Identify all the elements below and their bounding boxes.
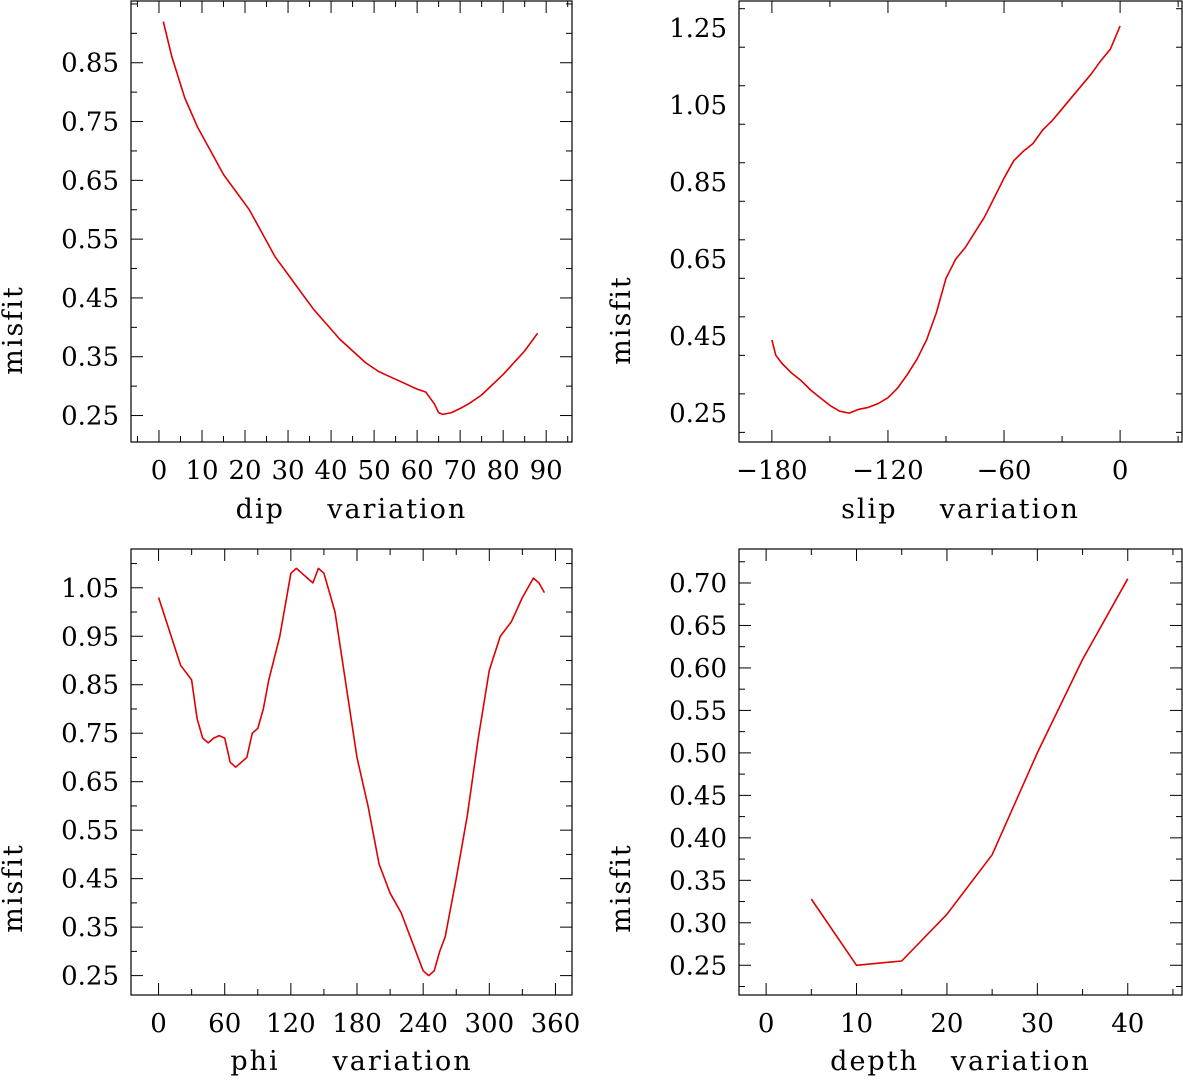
phi-ytick-label: 0.75 xyxy=(61,719,119,749)
dip-xtick-label: 80 xyxy=(487,456,520,486)
depth-xtick-label: 30 xyxy=(1021,1009,1054,1039)
phi-xtick-label: 0 xyxy=(150,1009,167,1039)
dip-ytick-label: 0.65 xyxy=(61,166,119,196)
dip-xtick-label: 20 xyxy=(228,456,261,486)
dip-xtick-label: 30 xyxy=(271,456,304,486)
slip-xtick-label: −60 xyxy=(977,456,1032,486)
panel-dip: 0 10 20 30 40 50 60 70 80 90 0.25 0.35 0.45 0.55 0.65 0… xyxy=(0,0,573,525)
dip-plot-frame xyxy=(130,0,573,443)
depth-misfit-line xyxy=(810,578,1129,967)
slip-plot-frame xyxy=(738,0,1183,443)
depth-plot-frame xyxy=(738,548,1183,996)
depth-ytick-label: 0.50 xyxy=(669,739,727,769)
dip-ytick-label: 0.25 xyxy=(61,402,119,432)
panel-depth: 0 10 20 30 40 0.25 0.30 0.35 0.40 0.45 0.50 0.55 0.6… xyxy=(606,548,1183,1077)
phi-xtick-label: 180 xyxy=(332,1009,382,1039)
dip-ytick-label: 0.75 xyxy=(61,108,119,138)
slip-misfit-line xyxy=(771,25,1121,414)
dip-ytick-label: 0.35 xyxy=(61,343,119,373)
slip-ytick-label: 0.65 xyxy=(669,245,727,275)
phi-xtick-label: 60 xyxy=(208,1009,241,1039)
depth-ytick-label: 0.70 xyxy=(669,569,727,599)
phi-ytick-label: 0.55 xyxy=(61,816,119,846)
phi-misfit-line xyxy=(157,567,546,977)
slip-ytick-label: 1.25 xyxy=(669,14,727,44)
phi-xtick-label: 240 xyxy=(398,1009,448,1039)
depth-ytick-label: 0.40 xyxy=(669,824,727,854)
phi-ytick-label: 0.25 xyxy=(61,962,119,992)
dip-xtick-label: 50 xyxy=(358,456,391,486)
dip-xtick-label: 90 xyxy=(530,456,563,486)
slip-yaxis-title: misfit xyxy=(606,275,637,365)
dip-xtick-label: 0 xyxy=(151,456,168,486)
depth-ytick-label: 0.30 xyxy=(669,909,727,939)
depth-xtick-label: 0 xyxy=(758,1009,775,1039)
depth-xtick-label: 40 xyxy=(1111,1009,1144,1039)
phi-plot-frame xyxy=(130,548,573,996)
slip-ytick-label: 0.45 xyxy=(669,322,727,352)
depth-xtick-label: 20 xyxy=(930,1009,963,1039)
depth-yaxis-title: misfit xyxy=(606,843,637,933)
phi-xtick-label: 360 xyxy=(531,1009,581,1039)
phi-ytick-label: 1.05 xyxy=(61,574,119,604)
phi-ytick-label: 0.35 xyxy=(61,913,119,943)
dip-xtick-label: 60 xyxy=(401,456,434,486)
depth-ytick-label: 0.55 xyxy=(669,696,727,726)
slip-ytick-label: 0.85 xyxy=(669,168,727,198)
dip-ytick-label: 0.85 xyxy=(61,49,119,79)
phi-ytick-label: 0.85 xyxy=(61,671,119,701)
phi-xtick-label: 120 xyxy=(266,1009,316,1039)
dip-xaxis-title: dip variation xyxy=(236,494,468,525)
slip-ytick-label: 0.25 xyxy=(669,399,727,429)
panel-phi: 0 60 120 180 240 300 360 0.25 0.35 0.45 0.55 0.65 0.… xyxy=(0,548,581,1077)
dip-xtick-label: 40 xyxy=(315,456,348,486)
depth-xaxis-title: depth variation xyxy=(830,1046,1091,1077)
slip-xtick-label: 0 xyxy=(1112,456,1129,486)
dip-yaxis-title: misfit xyxy=(0,285,29,375)
dip-ytick-label: 0.55 xyxy=(61,225,119,255)
slip-ytick-label: 1.05 xyxy=(669,91,727,121)
dip-xtick-label: 70 xyxy=(444,456,477,486)
slip-xaxis-title: slip variation xyxy=(841,494,1080,525)
depth-ytick-label: 0.25 xyxy=(669,951,727,981)
depth-ytick-label: 0.60 xyxy=(669,654,727,684)
dip-xtick-label: 10 xyxy=(185,456,218,486)
phi-ytick-label: 0.65 xyxy=(61,768,119,798)
phi-xaxis-title: phi variation xyxy=(230,1046,472,1077)
phi-xtick-label: 300 xyxy=(464,1009,514,1039)
depth-ytick-label: 0.45 xyxy=(669,781,727,811)
slip-xtick-label: −120 xyxy=(852,456,923,486)
phi-ytick-label: 0.95 xyxy=(61,622,119,652)
slip-xtick-label: −180 xyxy=(736,456,807,486)
depth-xtick-label: 10 xyxy=(840,1009,873,1039)
dip-misfit-line xyxy=(162,21,539,416)
panel-slip: −180 −120 −60 0 0.25 0.45 0.65 0.85 1.05 1.25 slip… xyxy=(606,0,1183,525)
dip-ytick-label: 0.45 xyxy=(61,284,119,314)
depth-ytick-label: 0.35 xyxy=(669,866,727,896)
phi-yaxis-title: misfit xyxy=(0,843,29,933)
depth-ytick-label: 0.65 xyxy=(669,611,727,641)
phi-ytick-label: 0.45 xyxy=(61,865,119,895)
